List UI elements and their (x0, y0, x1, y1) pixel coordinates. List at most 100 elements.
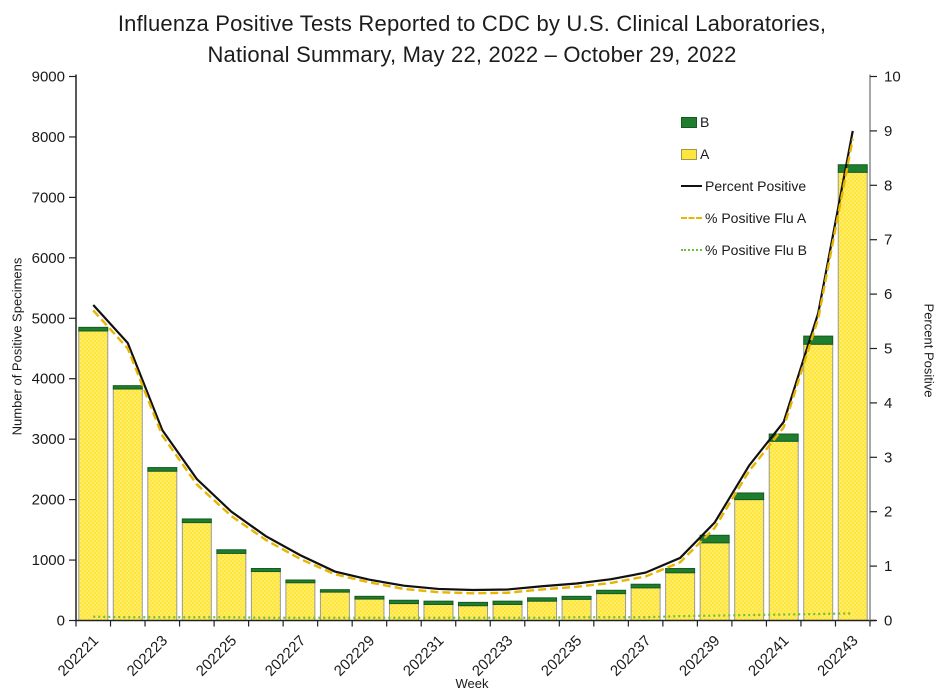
bar-flu-b-week-202224 (181, 518, 212, 524)
legend-item-percent-flu-a: % Positive Flu A (681, 202, 807, 234)
legend-label-percent-positive: Percent Positive (705, 178, 807, 194)
legend-label-percent-flu-a: % Positive Flu A (705, 210, 807, 226)
legend-item-percent-flu-b: % Positive Flu B (681, 234, 807, 266)
svg-text:3: 3 (884, 449, 892, 466)
chart-title-line1: Influenza Positive Tests Reported to CDC… (117, 11, 827, 36)
line--positive-flu-a (92, 138, 854, 595)
bar-flu-a-week-202240 (734, 499, 765, 621)
svg-text:202225: 202225 (193, 632, 240, 679)
bar-flu-b-week-202228 (319, 589, 350, 593)
svg-text:202227: 202227 (262, 632, 309, 679)
bar-flu-a-week-202223 (147, 470, 178, 621)
bar-flu-a-week-202233 (492, 603, 523, 622)
svg-text:7: 7 (884, 232, 892, 249)
svg-text:5: 5 (884, 341, 892, 358)
bar-flu-a-week-202232 (458, 605, 488, 621)
svg-text:202231: 202231 (400, 632, 447, 679)
svg-text:0: 0 (57, 613, 65, 630)
bar-flu-a-week-202225 (216, 552, 247, 622)
bar-flu-a-week-202241 (768, 440, 799, 621)
bar-flu-a-week-202228 (319, 591, 350, 622)
legend-label-b: B (700, 114, 710, 130)
bar-flu-b-week-202237 (630, 583, 661, 589)
bar-flu-b-week-202231 (423, 600, 454, 605)
y-right-axis-title: Percent Positive (921, 303, 937, 398)
bar-flu-a-week-202227 (285, 582, 316, 622)
bar-flu-b-week-202223 (147, 467, 178, 472)
svg-text:202235: 202235 (538, 632, 585, 679)
svg-text:1000: 1000 (32, 552, 65, 569)
bar-flu-a-week-202226 (250, 571, 281, 621)
flu-a-swatch-icon (681, 148, 697, 160)
percent-flu-a-line-icon (681, 217, 702, 219)
bar-flu-b-week-202225 (216, 549, 247, 554)
svg-text:1: 1 (884, 558, 892, 575)
percent-positive-line-icon (681, 185, 702, 187)
svg-text:202237: 202237 (607, 632, 654, 679)
flu-b-swatch-icon (681, 116, 697, 128)
bar-flu-b-week-202235 (561, 595, 592, 600)
svg-text:202233: 202233 (469, 632, 516, 679)
svg-text:7000: 7000 (32, 189, 65, 206)
line-percent-positive (92, 130, 854, 592)
svg-text:202229: 202229 (331, 632, 378, 679)
bar-flu-b-week-202234 (527, 597, 558, 602)
bar-flu-b-week-202240 (734, 492, 765, 501)
svg-text:6000: 6000 (32, 250, 65, 267)
svg-text:202241: 202241 (745, 632, 792, 679)
bar-flu-a-week-202238 (665, 572, 696, 622)
svg-text:5000: 5000 (32, 310, 65, 327)
svg-text:2000: 2000 (32, 492, 65, 509)
percent-flu-b-line-icon (681, 249, 702, 251)
bar-flu-b-week-202227 (285, 579, 316, 584)
svg-text:3000: 3000 (32, 431, 65, 448)
bar-flu-a-week-202235 (561, 598, 592, 621)
bar-flu-b-week-202239 (699, 534, 730, 544)
legend-item-b: B (681, 106, 807, 138)
bar-flu-a-week-202237 (630, 587, 661, 621)
legend-item-a: A (681, 138, 807, 170)
bar-flu-b-week-202229 (354, 595, 385, 600)
bar-flu-b-week-202230 (388, 599, 419, 605)
bar-flu-a-week-202221 (78, 330, 109, 621)
bar-flu-a-week-202236 (596, 593, 627, 622)
chart-legend: B A Percent Positive % Positive Flu A % … (681, 106, 807, 266)
bar-flu-b-week-202222 (112, 385, 143, 390)
legend-label-a: A (700, 146, 710, 162)
bar-flu-a-week-202239 (699, 542, 730, 622)
bar-flu-b-week-202226 (250, 568, 281, 573)
svg-text:202243: 202243 (814, 632, 861, 679)
svg-text:8: 8 (884, 177, 892, 194)
bar-flu-a-week-202243 (837, 171, 868, 621)
svg-text:10: 10 (884, 69, 901, 86)
svg-text:4: 4 (884, 395, 892, 412)
bar-flu-b-week-202236 (596, 589, 627, 595)
svg-text:0: 0 (884, 613, 892, 630)
chart-title-line2: National Summary, May 22, 2022 – October… (207, 42, 737, 67)
bar-flu-a-week-202222 (112, 388, 143, 621)
svg-text:9: 9 (884, 123, 892, 140)
svg-text:202221: 202221 (55, 632, 102, 679)
bar-flu-b-week-202241 (768, 433, 799, 442)
bar-flu-b-week-202221 (78, 326, 109, 332)
bar-flu-b-week-202243 (837, 164, 868, 173)
y-left-axis-title: Number of Positive Specimens (9, 257, 25, 436)
svg-text:9000: 9000 (32, 69, 65, 86)
svg-text:6: 6 (884, 286, 892, 303)
legend-label-percent-flu-b: % Positive Flu B (705, 242, 807, 258)
line--positive-flu-b (93, 612, 853, 619)
bar-flu-b-week-202233 (492, 600, 523, 605)
svg-text:2: 2 (884, 504, 892, 521)
bar-flu-b-week-202238 (665, 568, 696, 574)
svg-text:202239: 202239 (676, 632, 723, 679)
svg-text:8000: 8000 (32, 129, 65, 146)
chart-title: Influenza Positive Tests Reported to CDC… (0, 8, 944, 70)
bar-flu-a-week-202224 (181, 522, 212, 622)
bar-flu-a-week-202242 (803, 343, 834, 621)
x-axis-title: Week (455, 676, 489, 691)
bar-flu-b-week-202242 (803, 335, 834, 345)
svg-text:4000: 4000 (32, 371, 65, 388)
legend-item-percent-positive: Percent Positive (681, 170, 807, 202)
